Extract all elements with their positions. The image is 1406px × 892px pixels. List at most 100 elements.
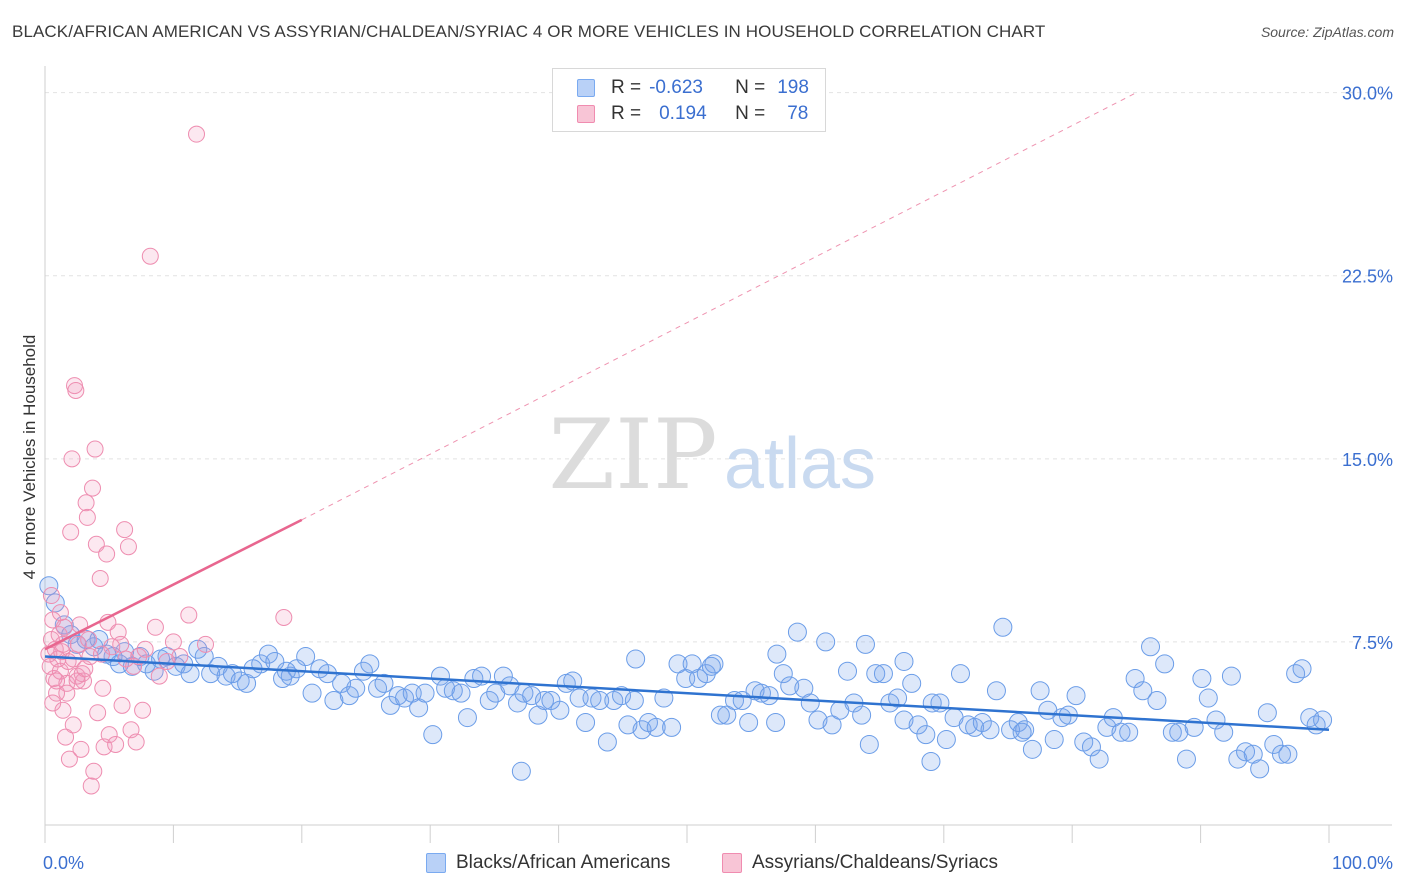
point-assyrians (107, 735, 125, 753)
point-blacks (838, 661, 857, 681)
point-blacks (894, 710, 914, 730)
point-blacks (597, 732, 617, 752)
watermark-zip: ZIP (548, 399, 717, 511)
point-assyrians (51, 604, 69, 622)
point-blacks (800, 693, 820, 713)
point-blacks (852, 705, 872, 725)
watermark: ZIP atlas (548, 399, 876, 511)
point-blacks (972, 712, 992, 732)
legend-row-blacks: R = -0.623 N = 198 (577, 77, 809, 99)
point-blacks (1125, 669, 1145, 689)
points-assyrians (40, 125, 293, 795)
point-blacks (859, 734, 879, 754)
point-blacks (668, 654, 688, 674)
point-blacks (626, 649, 646, 669)
legend-r-value: -0.623 (649, 77, 703, 98)
point-blacks (866, 664, 886, 684)
point-blacks (980, 720, 1000, 740)
point-blacks (360, 654, 380, 674)
trend-lines (44, 92, 1330, 732)
point-assyrians (180, 606, 198, 624)
legend-swatch-pink (577, 105, 595, 123)
point-assyrians (63, 450, 81, 468)
point-blacks (701, 656, 721, 676)
point-assyrians (67, 381, 85, 399)
point-blacks (1236, 742, 1256, 762)
point-blacks (576, 712, 596, 732)
point-blacks (423, 725, 443, 745)
point-blacks (1001, 720, 1021, 740)
point-assyrians (72, 740, 90, 758)
point-blacks (950, 664, 970, 684)
point-assyrians (87, 535, 105, 553)
point-blacks (1022, 739, 1042, 759)
stats-legend: R = -0.623 N = 198 R = 0.194 N = 78 (552, 68, 826, 132)
legend-n-value: 78 (787, 103, 809, 124)
y-axis-label: 4 or more Vehicles in Household (20, 335, 39, 580)
point-blacks (936, 730, 956, 750)
point-assyrians (82, 777, 100, 795)
y-tick-label: 22.5% (1342, 267, 1393, 287)
point-assyrians (42, 587, 60, 605)
point-blacks (1271, 744, 1291, 764)
point-blacks (710, 705, 730, 725)
legend-r-value: 0.194 (659, 103, 707, 124)
point-assyrians (188, 125, 206, 143)
point-blacks (766, 712, 786, 732)
point-assyrians (45, 670, 63, 688)
point-blacks (1228, 749, 1248, 769)
point-assyrians (89, 704, 107, 722)
point-blacks (612, 686, 632, 706)
point-blacks (1313, 710, 1333, 730)
point-blacks (1030, 681, 1050, 701)
point-blacks (1044, 730, 1064, 750)
point-assyrians (60, 750, 78, 768)
point-blacks (1066, 686, 1086, 706)
trend-extension-assyrians (301, 92, 1137, 521)
point-blacks (624, 691, 644, 710)
point-blacks (590, 691, 610, 710)
chart-title: BLACK/AFRICAN AMERICAN VS ASSYRIAN/CHALD… (12, 22, 1046, 41)
point-assyrians (150, 667, 168, 685)
point-assyrians (62, 523, 80, 541)
point-blacks (1250, 759, 1270, 779)
point-blacks (346, 678, 366, 698)
point-blacks (986, 681, 1006, 701)
point-assyrians (117, 650, 135, 668)
point-assyrians (146, 618, 164, 636)
legend-row-assyrians: R = 0.194 N = 78 (577, 103, 809, 125)
point-blacks (1176, 749, 1196, 769)
axes (44, 66, 1392, 843)
point-blacks (1141, 637, 1161, 657)
point-blacks (188, 639, 208, 659)
point-assyrians (84, 479, 102, 497)
point-blacks (1012, 722, 1032, 742)
point-blacks (816, 632, 836, 652)
point-blacks (704, 654, 724, 674)
point-blacks (916, 725, 936, 745)
point-blacks (457, 708, 477, 728)
point-assyrians (171, 648, 189, 666)
point-assyrians (58, 684, 76, 702)
legend-n-value: 198 (777, 77, 809, 98)
point-blacks (443, 681, 463, 701)
point-blacks (368, 678, 388, 698)
point-assyrians (44, 694, 62, 712)
point-blacks (632, 720, 652, 740)
legend-n-label: N = (735, 103, 766, 124)
legend-swatch-blue (426, 853, 446, 873)
point-assyrians (127, 733, 145, 751)
point-blacks (1257, 703, 1277, 723)
point-blacks (1089, 749, 1109, 769)
point-blacks (1221, 666, 1241, 686)
point-assyrians (119, 538, 137, 556)
point-blacks (1214, 722, 1234, 742)
point-assyrians (76, 660, 94, 678)
point-blacks (180, 664, 200, 684)
point-blacks (855, 634, 875, 654)
point-assyrians (78, 508, 96, 526)
point-assyrians (92, 645, 110, 663)
point-blacks (1111, 722, 1131, 742)
point-assyrians (86, 440, 104, 458)
